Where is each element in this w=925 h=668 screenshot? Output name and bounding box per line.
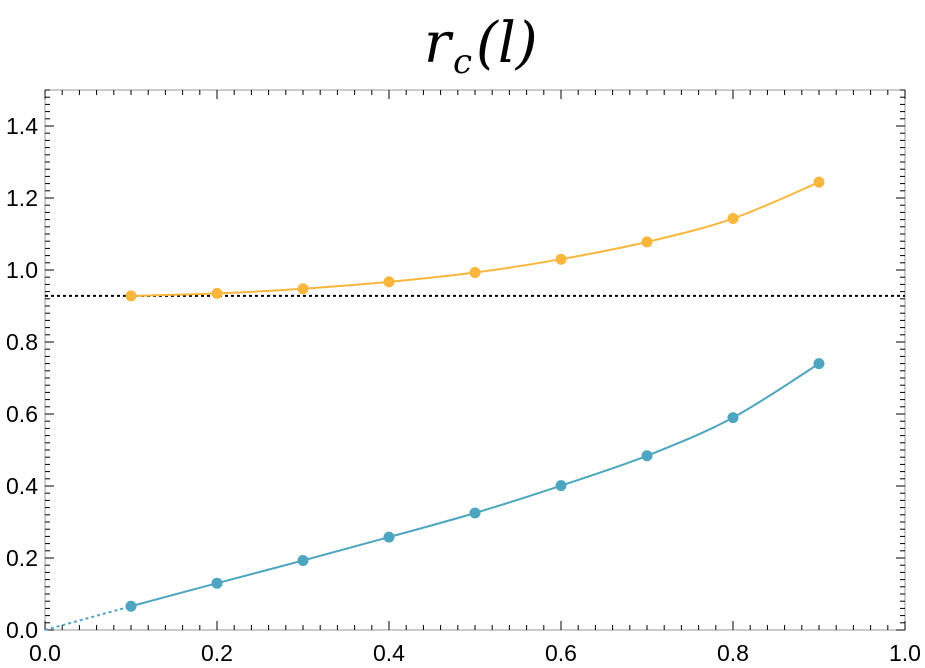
series-extrapolation-line bbox=[44, 605, 132, 631]
series-0 bbox=[125, 176, 825, 302]
axis-tick-labels: 0.0 0.2 0.4 0.6 0.8 1.0 0.0 0.2 0.4 0.6 0.8 1.0 1.2 1… bbox=[6, 113, 921, 666]
data-point bbox=[383, 531, 395, 543]
x-tick-label: 0.0 bbox=[29, 640, 61, 666]
y-tick-label: 1.0 bbox=[6, 257, 38, 283]
series-line bbox=[130, 181, 820, 297]
data-point bbox=[383, 276, 395, 288]
data-point bbox=[641, 450, 653, 462]
y-tick-label: 0.6 bbox=[6, 401, 38, 427]
y-tick-label: 0.0 bbox=[6, 617, 38, 643]
plot-frame bbox=[44, 89, 906, 631]
data-point bbox=[727, 412, 739, 424]
data-point bbox=[211, 577, 223, 589]
x-tick-label: 1.0 bbox=[889, 640, 921, 666]
x-tick-label: 0.8 bbox=[717, 640, 749, 666]
x-tick-label: 0.6 bbox=[545, 640, 577, 666]
x-tick-label: 0.2 bbox=[201, 640, 233, 666]
chart-title-subscript: c bbox=[453, 42, 472, 82]
data-point bbox=[211, 287, 223, 299]
data-point bbox=[727, 213, 739, 225]
data-point bbox=[641, 236, 653, 248]
data-point bbox=[469, 267, 481, 279]
y-tick-label: 0.2 bbox=[6, 545, 38, 571]
data-point bbox=[813, 176, 825, 188]
series-1 bbox=[44, 358, 825, 631]
data-point bbox=[125, 600, 137, 612]
y-tick-label: 1.4 bbox=[6, 113, 38, 139]
data-point bbox=[125, 290, 137, 302]
series-line bbox=[130, 362, 820, 608]
data-point bbox=[813, 358, 825, 370]
y-tick-label: 0.4 bbox=[6, 473, 38, 499]
y-tick-label: 1.2 bbox=[6, 185, 38, 211]
x-tick-label: 0.4 bbox=[373, 640, 405, 666]
chart-title-main: r bbox=[424, 11, 454, 76]
data-point bbox=[555, 480, 567, 492]
data-point bbox=[469, 507, 481, 519]
data-point bbox=[297, 555, 309, 567]
data-point bbox=[555, 253, 567, 265]
chart-title: r c (l) bbox=[424, 11, 538, 82]
chart-title-rest: (l) bbox=[476, 11, 538, 76]
data-point bbox=[297, 283, 309, 295]
axis-ticks bbox=[44, 89, 906, 631]
series-layer bbox=[44, 176, 825, 631]
y-tick-label: 0.8 bbox=[6, 329, 38, 355]
